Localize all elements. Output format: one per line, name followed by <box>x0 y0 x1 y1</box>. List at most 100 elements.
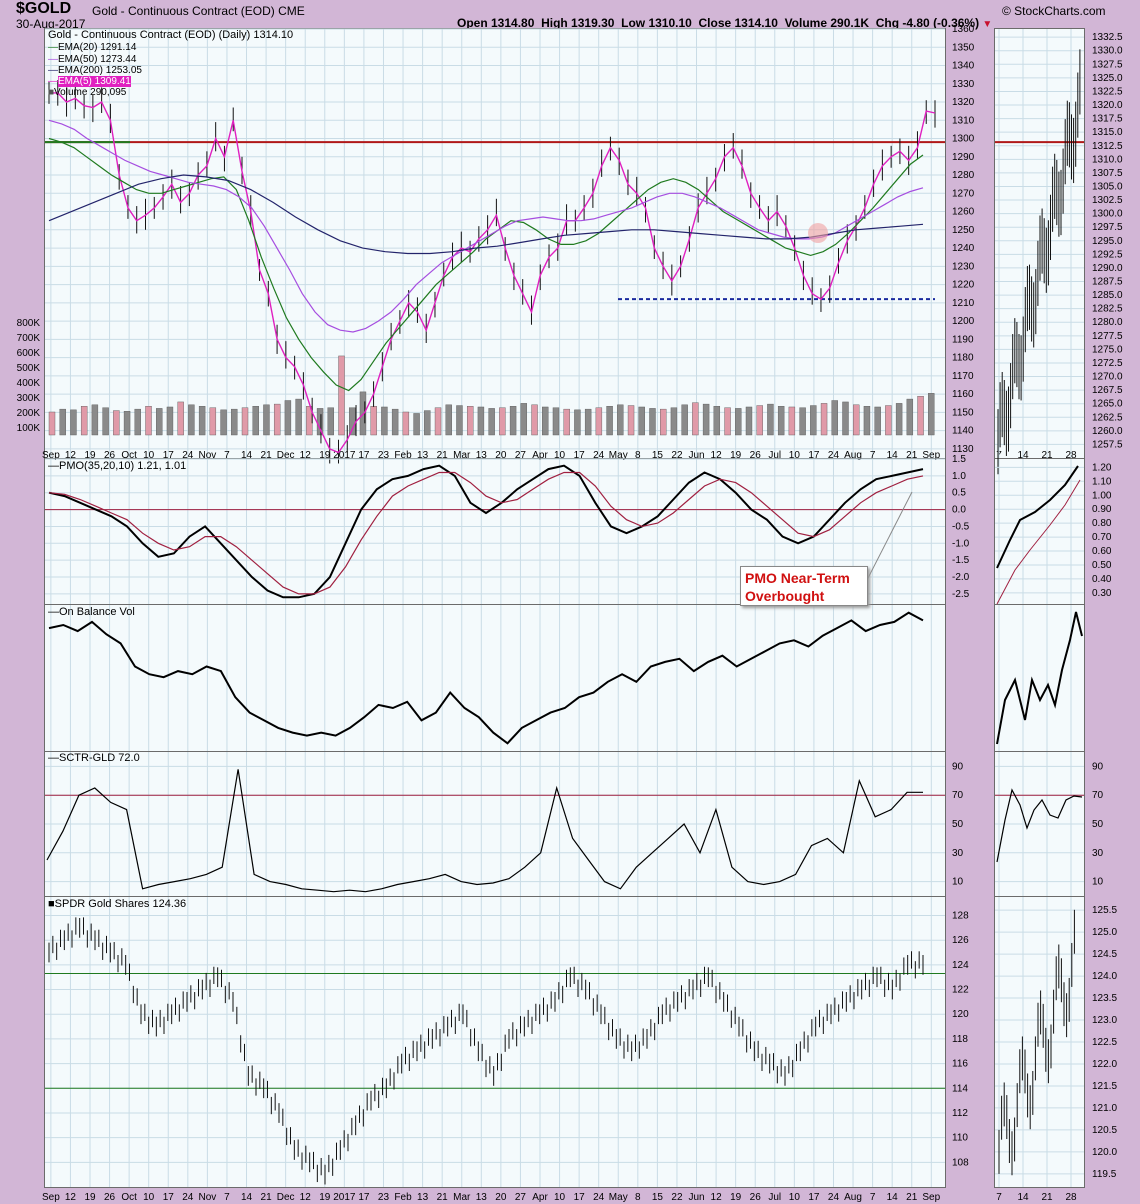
zoom-price-y-tick: 1270.0 <box>1092 372 1123 383</box>
x-tick-label-top: 12 <box>65 450 77 461</box>
volume-bar <box>831 400 838 436</box>
x-tick-label-top: Apr <box>532 450 548 461</box>
volume-bar <box>520 403 528 436</box>
legend-ema200: —EMA(200) 1253.05 <box>48 65 142 76</box>
zoom-price-y-tick: 1257.5 <box>1092 439 1123 450</box>
zoom-x-tick-bottom: 14 <box>1017 1192 1029 1203</box>
pmo-y-tick: -2.5 <box>952 589 970 600</box>
x-tick-label-top: Oct <box>121 450 137 461</box>
price-y-tick: 1220 <box>952 280 975 291</box>
x-tick-label-bottom: 17 <box>574 1192 586 1203</box>
zoom-sctr-line <box>996 788 1083 863</box>
x-tick-label-bottom: 10 <box>554 1192 566 1203</box>
x-tick-label-bottom: 13 <box>476 1192 488 1203</box>
x-tick-label-top: 26 <box>104 450 116 461</box>
x-tick-label-bottom: Jun <box>688 1192 704 1203</box>
volume-bar <box>531 404 538 436</box>
x-tick-label-top: 17 <box>808 450 820 461</box>
volume-bar <box>820 403 828 436</box>
x-tick-label-top: 15 <box>652 450 664 461</box>
zoom-pmo-signal <box>996 479 1081 605</box>
volume-bar <box>391 408 399 436</box>
price-y-tick: 1340 <box>952 61 975 72</box>
volume-bar <box>767 403 774 436</box>
x-tick-label-bottom: Aug <box>844 1192 862 1203</box>
x-tick-label-bottom: 26 <box>750 1192 762 1203</box>
volume-tick: 200K <box>17 408 41 419</box>
zoom-gld-y-tick: 121.0 <box>1092 1103 1117 1114</box>
x-tick-label-top: Feb <box>394 450 412 461</box>
x-tick-label-bottom: Nov <box>198 1192 216 1203</box>
zoom-gld-y-tick: 122.0 <box>1092 1059 1117 1070</box>
x-tick-label-top: 22 <box>671 450 683 461</box>
x-tick-label-bottom: 24 <box>182 1192 194 1203</box>
sctr-y-tick: 70 <box>952 790 964 801</box>
volume-bar <box>241 407 249 436</box>
x-tick-label-top: 21 <box>906 450 918 461</box>
volume-tick: 100K <box>17 423 41 434</box>
x-tick-label-top: 27 <box>515 450 527 461</box>
gld-y-tick: 122 <box>952 985 969 996</box>
change-value: Chg -4.80 (-0.36%) <box>875 16 980 30</box>
zoom-price-y-tick: 1265.0 <box>1092 399 1123 410</box>
x-tick-label-bottom: 10 <box>789 1192 801 1203</box>
zoom-sctr-y-tick: 90 <box>1092 761 1104 772</box>
price-y-tick: 1270 <box>952 188 975 199</box>
price-y-tick: 1230 <box>952 261 975 272</box>
volume-bar <box>263 404 270 436</box>
volume-bar <box>327 407 334 436</box>
x-tick-label-bottom: 20 <box>495 1192 507 1203</box>
x-tick-label-top: Nov <box>198 450 216 461</box>
ema-line-3 <box>48 174 924 255</box>
zoom-pmo-y-tick: 0.80 <box>1092 518 1112 529</box>
volume-bar <box>477 406 485 436</box>
close-value: Close 1314.10 <box>698 16 778 30</box>
zoom-price-y-tick: 1320.0 <box>1092 100 1123 111</box>
x-tick-label-bottom: 17 <box>163 1192 175 1203</box>
x-tick-label-bottom: Jul <box>768 1192 781 1203</box>
x-tick-label-bottom: 13 <box>417 1192 429 1203</box>
zoom-price-y-tick: 1325.0 <box>1092 73 1123 84</box>
obv-line <box>48 611 924 745</box>
sctr-title: —SCTR-GLD 72.0 <box>48 752 140 764</box>
x-tick-label-bottom: 10 <box>143 1192 155 1203</box>
price-y-tick: 1320 <box>952 97 975 108</box>
x-tick-label-top: 7 <box>870 450 876 461</box>
gld-title-text: SPDR Gold Shares 124.36 <box>54 898 187 910</box>
volume-value: Volume 290.1K <box>784 16 870 30</box>
crossover-highlight <box>808 223 828 243</box>
zoom-price-y-tick: 1290.0 <box>1092 263 1123 274</box>
gld-y-tick: 114 <box>952 1083 968 1094</box>
x-tick-label-top: 17 <box>163 450 175 461</box>
volume-bar <box>145 406 152 436</box>
x-tick-label-top: 7 <box>224 450 230 461</box>
x-tick-label-bottom: 21 <box>261 1192 273 1203</box>
x-tick-label-bottom: 12 <box>65 1192 77 1203</box>
volume-bar <box>295 398 302 436</box>
name-text: Gold - Continuous Contract (EOD) <box>92 4 275 18</box>
volume-bar <box>402 411 410 436</box>
gld-title: ■SPDR Gold Shares 124.36 <box>48 898 187 910</box>
legend-title: Gold - Continuous Contract (EOD) (Daily)… <box>48 29 294 41</box>
legend-ema20: —EMA(20) 1291.14 <box>48 42 137 53</box>
price-y-tick: 1300 <box>952 134 975 145</box>
legend-ema5: —EMA(5) 1309.41 <box>48 76 131 87</box>
x-tick-label-bottom: 19 <box>84 1192 96 1203</box>
x-tick-label-top: Sep <box>42 450 60 461</box>
zoom-gld-y-tick: 122.5 <box>1092 1037 1117 1048</box>
volume-tick: 500K <box>17 363 41 374</box>
x-tick-label-bottom: 21 <box>906 1192 918 1203</box>
x-tick-label-top: 10 <box>554 450 566 461</box>
x-tick-label-bottom: Sep <box>922 1192 940 1203</box>
volume-bar <box>574 409 581 436</box>
zoom-price-y-tick: 1310.0 <box>1092 154 1123 165</box>
x-tick-label-bottom: 19 <box>730 1192 742 1203</box>
volume-bar <box>756 405 763 436</box>
pmo-y-tick: 0.5 <box>952 488 966 499</box>
volume-bar <box>123 411 131 436</box>
x-tick-label-bottom: 14 <box>241 1192 253 1203</box>
volume-bar <box>702 403 710 436</box>
zoom-sctr-y-tick: 70 <box>1092 790 1104 801</box>
volume-bar <box>606 406 613 436</box>
x-tick-label-bottom: 8 <box>635 1192 641 1203</box>
